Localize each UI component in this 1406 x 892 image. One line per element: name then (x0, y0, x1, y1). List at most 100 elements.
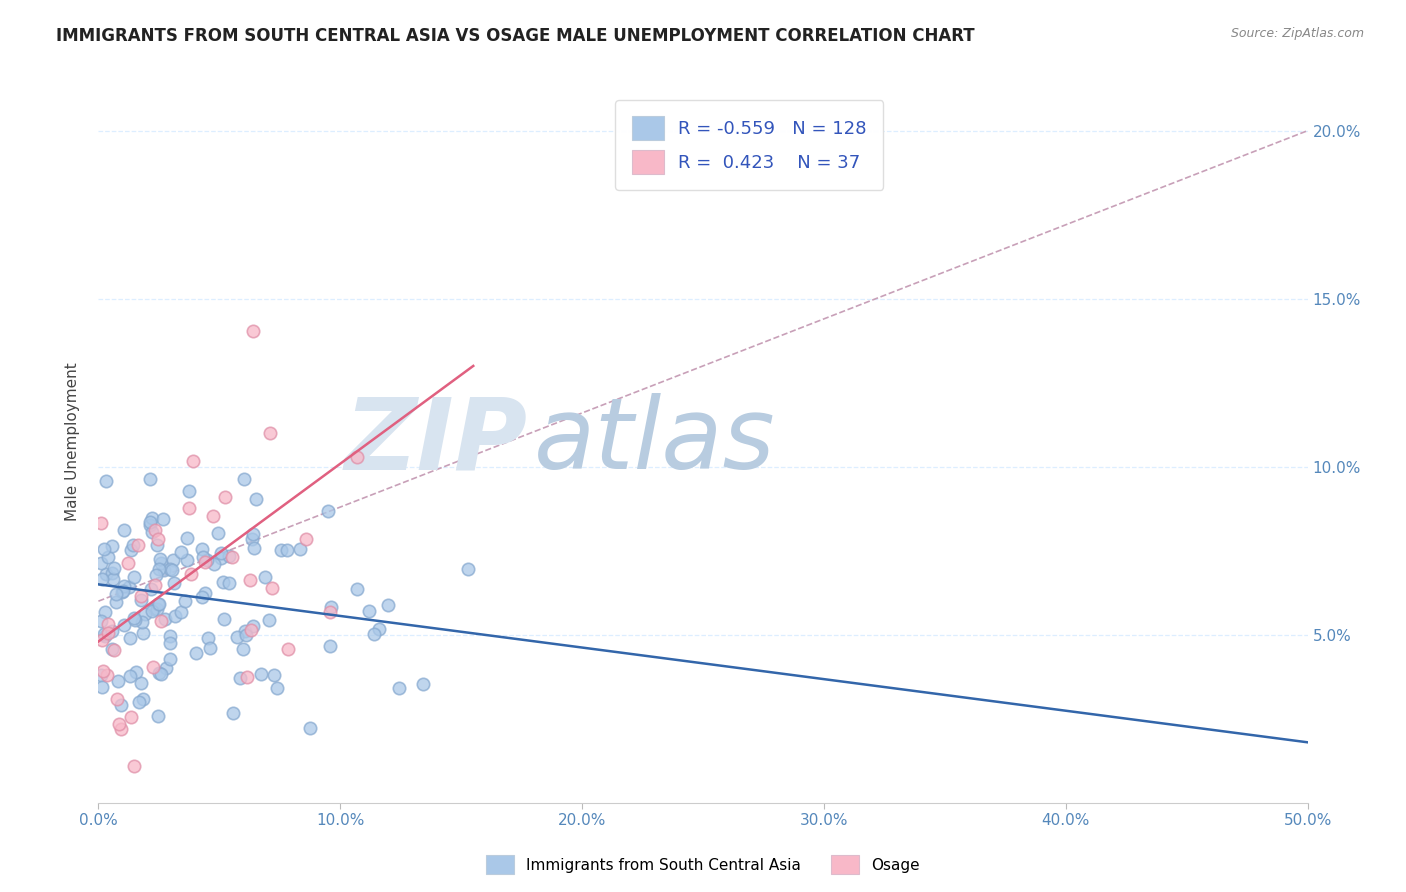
Point (266, 681, 288, 695)
Point (262, 581, 284, 595)
Point (236, 670, 259, 684)
Point (270, 543, 292, 558)
Point (211, 575, 233, 590)
Point (253, 570, 276, 584)
Point (177, 500, 200, 515)
Legend: Immigrants from South Central Asia, Osage: Immigrants from South Central Asia, Osag… (479, 849, 927, 880)
Point (346, 450, 368, 464)
Point (132, 691, 155, 706)
Point (148, 666, 170, 681)
Point (152, 563, 174, 577)
Point (298, 721, 321, 735)
Point (134, 607, 156, 621)
Point (150, 556, 173, 570)
Point (159, 635, 181, 649)
Point (359, 604, 381, 618)
Point (125, 665, 148, 680)
Point (225, 630, 247, 644)
Point (94, 567, 117, 582)
Point (122, 570, 145, 584)
Point (191, 549, 214, 564)
Point (141, 511, 163, 525)
Point (107, 717, 129, 731)
Point (103, 561, 125, 575)
Point (149, 666, 172, 681)
Point (118, 668, 141, 682)
Point (94, 605, 117, 619)
Point (221, 706, 243, 720)
Point (111, 583, 134, 598)
Point (232, 641, 254, 656)
Point (118, 580, 141, 594)
Point (124, 613, 146, 627)
Point (201, 508, 224, 523)
Point (176, 531, 198, 545)
Point (93, 627, 115, 641)
Point (145, 538, 167, 552)
Point (243, 541, 266, 555)
Text: atlas: atlas (534, 393, 775, 490)
Point (149, 551, 172, 566)
Point (97, 625, 120, 640)
Point (110, 723, 132, 737)
Point (127, 537, 149, 551)
Point (319, 639, 342, 653)
Point (94, 629, 117, 643)
Point (319, 605, 342, 619)
Point (120, 709, 142, 723)
Point (141, 524, 163, 539)
Point (180, 567, 202, 582)
Point (257, 613, 280, 627)
Point (129, 675, 152, 690)
Point (100, 642, 122, 657)
Point (198, 640, 221, 655)
Point (177, 483, 200, 498)
Point (235, 628, 257, 642)
Point (240, 532, 263, 546)
Point (218, 549, 240, 563)
Point (412, 676, 434, 690)
Point (97, 549, 120, 564)
Point (150, 614, 173, 628)
Point (295, 532, 318, 546)
Point (145, 568, 167, 582)
Point (112, 618, 135, 632)
Point (122, 759, 145, 773)
Point (195, 553, 218, 567)
Y-axis label: Male Unemployment: Male Unemployment (65, 362, 80, 521)
Point (159, 652, 181, 666)
Point (155, 612, 177, 626)
Point (139, 516, 162, 530)
Point (143, 602, 166, 616)
Point (245, 492, 267, 507)
Point (143, 577, 166, 591)
Point (112, 523, 135, 537)
Point (159, 629, 181, 643)
Point (101, 566, 124, 581)
Point (288, 542, 311, 557)
Point (96, 668, 118, 682)
Point (239, 623, 262, 637)
Point (90, 556, 112, 570)
Point (276, 543, 298, 558)
Point (259, 425, 281, 440)
Point (162, 553, 184, 567)
Point (146, 532, 169, 546)
Point (191, 590, 214, 604)
Text: ZIP: ZIP (344, 393, 527, 490)
Point (90, 614, 112, 628)
Point (316, 503, 339, 517)
Point (118, 632, 141, 646)
Point (242, 324, 264, 338)
Point (90, 516, 112, 530)
Point (207, 525, 229, 540)
Point (122, 538, 145, 552)
Point (117, 556, 139, 570)
Point (184, 646, 207, 660)
Point (176, 553, 198, 567)
Point (101, 572, 124, 586)
Point (249, 667, 271, 681)
Point (107, 673, 129, 688)
Point (110, 698, 132, 713)
Point (131, 590, 153, 604)
